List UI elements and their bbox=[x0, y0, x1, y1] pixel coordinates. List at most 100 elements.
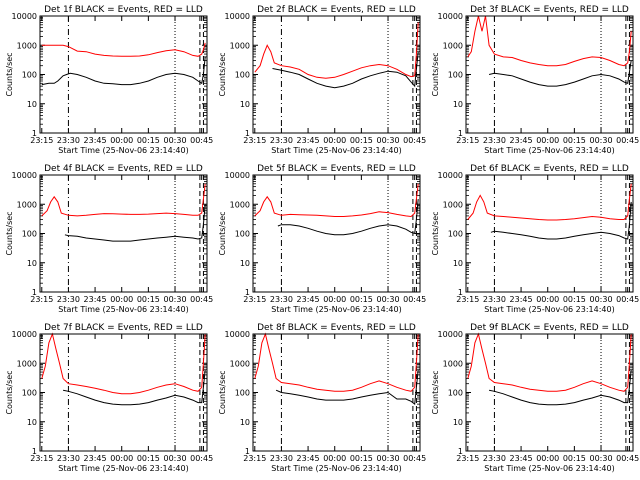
x-tick-label: 00:30 bbox=[376, 454, 399, 463]
x-tick-label: 00:45 bbox=[616, 454, 639, 463]
y-tick-label: 10 bbox=[27, 100, 37, 109]
x-tick-label: 23:45 bbox=[510, 136, 533, 145]
x-tick-label: 23:45 bbox=[297, 295, 320, 304]
x-tick-label: 23:30 bbox=[270, 136, 293, 145]
panel-det-9: Det 9f BLACK = Events, RED = LLD Counts/s… bbox=[431, 323, 639, 473]
x-tick-label: 00:45 bbox=[616, 295, 639, 304]
plot-frame bbox=[465, 15, 634, 134]
y-tick-label: 1000 bbox=[230, 359, 250, 368]
x-tick-label: 00:45 bbox=[403, 454, 426, 463]
y-tick-label: 1 bbox=[458, 288, 463, 297]
y-tick-label: 100 bbox=[22, 71, 37, 80]
series-line-events bbox=[62, 369, 206, 406]
y-tick-label: 10000 bbox=[225, 171, 250, 180]
x-tick-label: 00:30 bbox=[163, 454, 186, 463]
x-axis-label: Start Time (25-Nov-06 23:14:40) bbox=[271, 464, 401, 473]
y-tick-label: 1000 bbox=[443, 200, 463, 209]
plot-frame bbox=[252, 174, 421, 293]
x-tick-label: 00:45 bbox=[190, 454, 213, 463]
series-line-lld bbox=[467, 183, 632, 221]
x-tick-label: 00:00 bbox=[536, 136, 559, 145]
x-tick-label: 00:30 bbox=[589, 295, 612, 304]
x-axis-label: Start Time (25-Nov-06 23:14:40) bbox=[484, 464, 614, 473]
x-tick-label: 23:30 bbox=[270, 454, 293, 463]
plot-frame bbox=[252, 333, 421, 452]
y-tick-label: 100 bbox=[448, 389, 463, 398]
y-tick-label: 1000 bbox=[230, 41, 250, 50]
plot-frame bbox=[465, 333, 634, 452]
x-tick-label: 00:45 bbox=[403, 295, 426, 304]
panel-title: Det 9f BLACK = Events, RED = LLD bbox=[470, 323, 629, 333]
y-axis-label: Counts/sec bbox=[218, 52, 227, 96]
y-tick-label: 1 bbox=[245, 447, 250, 456]
x-tick-label: 23:45 bbox=[84, 295, 107, 304]
panel-det-7: Det 7f BLACK = Events, RED = LLD Counts/s… bbox=[5, 323, 213, 473]
panel-det-5: Det 5f BLACK = Events, RED = LLD Counts/s… bbox=[218, 164, 426, 314]
x-tick-label: 23:15 bbox=[243, 454, 266, 463]
x-tick-label: 00:15 bbox=[563, 295, 586, 304]
x-tick-label: 00:45 bbox=[616, 136, 639, 145]
x-tick-label: 00:15 bbox=[350, 454, 373, 463]
y-axis-label: Counts/sec bbox=[5, 211, 14, 255]
panel-title: Det 5f BLACK = Events, RED = LLD bbox=[257, 164, 416, 174]
x-tick-label: 00:45 bbox=[403, 136, 426, 145]
y-tick-label: 1 bbox=[32, 288, 37, 297]
x-axis-label: Start Time (25-Nov-06 23:14:40) bbox=[58, 464, 188, 473]
panel-title: Det 7f BLACK = Events, RED = LLD bbox=[44, 323, 203, 333]
plot-frame bbox=[39, 15, 208, 134]
x-tick-label: 00:30 bbox=[163, 295, 186, 304]
x-axis-label: Start Time (25-Nov-06 23:14:40) bbox=[271, 146, 401, 155]
y-axis-label: Counts/sec bbox=[5, 52, 14, 96]
y-tick-label: 10000 bbox=[225, 12, 250, 21]
x-tick-label: 00:45 bbox=[190, 295, 213, 304]
x-tick-label: 00:15 bbox=[563, 136, 586, 145]
series-line-lld bbox=[254, 183, 419, 218]
panel-title: Det 6f BLACK = Events, RED = LLD bbox=[470, 164, 629, 174]
x-tick-label: 23:45 bbox=[84, 454, 107, 463]
x-tick-label: 00:30 bbox=[376, 295, 399, 304]
x-tick-label: 00:15 bbox=[350, 295, 373, 304]
y-axis-label: Counts/sec bbox=[431, 370, 440, 414]
x-tick-label: 00:00 bbox=[536, 454, 559, 463]
x-tick-label: 23:45 bbox=[297, 136, 320, 145]
x-tick-label: 00:15 bbox=[137, 136, 160, 145]
x-tick-label: 00:45 bbox=[190, 136, 213, 145]
series-line-lld bbox=[467, 15, 632, 67]
y-axis-label: Counts/sec bbox=[431, 211, 440, 255]
plot-frame bbox=[39, 333, 208, 452]
y-tick-label: 10000 bbox=[438, 171, 463, 180]
x-tick-label: 00:00 bbox=[110, 454, 133, 463]
x-tick-label: 00:30 bbox=[589, 454, 612, 463]
x-tick-label: 23:15 bbox=[456, 295, 479, 304]
y-tick-label: 10000 bbox=[225, 330, 250, 339]
x-axis-label: Start Time (25-Nov-06 23:14:40) bbox=[484, 146, 614, 155]
x-tick-label: 23:30 bbox=[57, 295, 80, 304]
x-tick-label: 00:30 bbox=[163, 136, 186, 145]
series-line-events bbox=[41, 56, 206, 86]
panel-det-8: Det 8f BLACK = Events, RED = LLD Counts/s… bbox=[218, 323, 426, 473]
x-tick-label: 23:15 bbox=[30, 136, 53, 145]
panel-title: Det 2f BLACK = Events, RED = LLD bbox=[257, 5, 416, 15]
x-tick-label: 00:30 bbox=[589, 136, 612, 145]
plot-frame bbox=[465, 174, 634, 293]
panel-title: Det 4f BLACK = Events, RED = LLD bbox=[44, 164, 203, 174]
x-tick-label: 00:00 bbox=[110, 136, 133, 145]
y-tick-label: 10 bbox=[27, 259, 37, 268]
y-tick-label: 10000 bbox=[438, 12, 463, 21]
x-axis-label: Start Time (25-Nov-06 23:14:40) bbox=[271, 305, 401, 314]
y-tick-label: 1000 bbox=[443, 359, 463, 368]
x-tick-label: 00:00 bbox=[323, 454, 346, 463]
y-tick-label: 10 bbox=[240, 100, 250, 109]
x-tick-label: 23:45 bbox=[510, 454, 533, 463]
series-line-events bbox=[277, 199, 419, 236]
x-tick-label: 23:15 bbox=[30, 295, 53, 304]
x-axis-label: Start Time (25-Nov-06 23:14:40) bbox=[484, 305, 614, 314]
y-tick-label: 100 bbox=[448, 71, 463, 80]
plot-frame bbox=[39, 174, 208, 293]
x-tick-label: 23:30 bbox=[483, 295, 506, 304]
x-tick-label: 23:15 bbox=[243, 136, 266, 145]
panel-title: Det 1f BLACK = Events, RED = LLD bbox=[44, 5, 203, 15]
x-tick-label: 23:15 bbox=[456, 454, 479, 463]
